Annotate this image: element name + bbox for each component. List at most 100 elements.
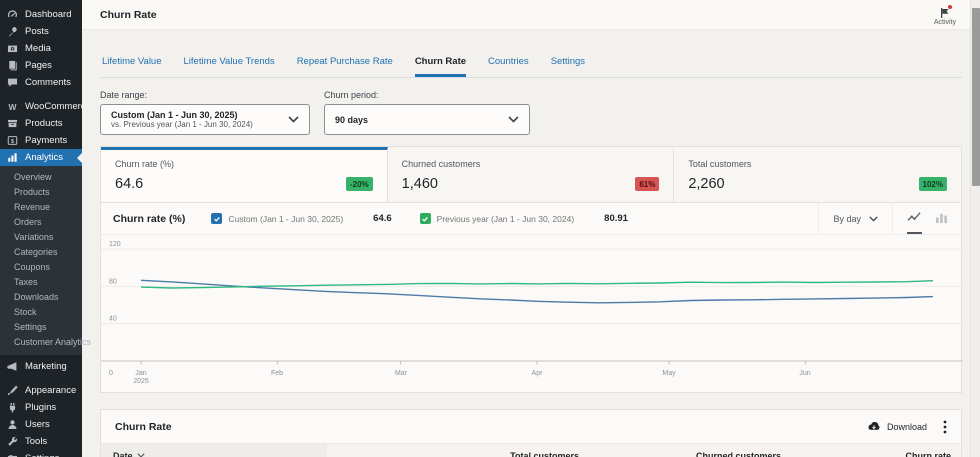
analytics-icon [6,151,19,164]
date-range-select[interactable]: Custom (Jan 1 - Jun 30, 2025) vs. Previo… [100,104,310,135]
chart-type-toggle [892,203,949,234]
chart-plot-area: 40 80 120 0 Jan 2025 Feb Mar Apr May Jun [101,235,963,392]
svg-text:$: $ [11,139,15,145]
tab-lifetime-value[interactable]: Lifetime Value [102,56,162,67]
vertical-scrollbar[interactable] [970,0,980,457]
tools-icon [6,435,19,448]
submenu-item-variations[interactable]: Variations [14,232,54,242]
sidebar-item-users[interactable]: Users [0,416,82,433]
sidebar-item-products[interactable]: Products [0,115,82,132]
kebab-menu-icon[interactable] [943,420,947,434]
submenu-item-overview[interactable]: Overview [14,172,52,182]
admin-sidebar: Dashboard Posts Media Pages Comments W W… [0,0,92,457]
chevron-down-icon [869,215,878,222]
legend-item-previous-year[interactable]: Previous year (Jan 1 - Jun 30, 2024) [419,213,574,224]
sidebar-item-appearance[interactable]: Appearance [0,382,82,399]
sidebar-item-analytics[interactable]: Analytics [0,149,83,166]
sidebar-item-payments[interactable]: $ Payments [0,132,82,149]
svg-text:W: W [9,102,17,112]
submenu-item-stock[interactable]: Stock [14,307,37,317]
sidebar-item-label: WooCommerce [25,101,91,112]
bar-chart-icon[interactable] [934,203,949,234]
submenu-item-downloads[interactable]: Downloads [14,292,59,302]
date-range-group: Date range: Custom (Jan 1 - Jun 30, 2025… [100,90,310,135]
sidebar-item-tools[interactable]: Tools [0,433,82,450]
sidebar-item-label: Media [25,43,51,54]
tile-label: Total customers [688,159,752,169]
sidebar-item-plugins[interactable]: Plugins [0,399,82,416]
churn-period-select[interactable]: 90 days [324,104,530,135]
column-header-churned-customers[interactable]: Churned customers [589,443,791,457]
submenu-item-revenue[interactable]: Revenue [14,202,51,212]
summary-tiles: Churn rate (%) 64.6 -20% Churned custome… [101,147,961,203]
sidebar-item-label: Dashboard [25,9,72,20]
submenu-item-customer-analytics[interactable]: Customer Analytics [14,337,92,347]
line-chart-icon[interactable] [907,203,922,234]
column-header-total-customers[interactable]: Total customers [327,443,589,457]
legend-item-custom[interactable]: Custom (Jan 1 - Jun 30, 2025) [211,213,343,224]
submenu-item-taxes[interactable]: Taxes [14,277,38,287]
page-title: Churn Rate [100,8,157,21]
churn-rate-table-card: Churn Rate Download Date Tota [100,409,962,457]
settings-icon [6,452,19,457]
interval-select[interactable]: By day [818,203,892,234]
submenu-item-coupons[interactable]: Coupons [14,262,51,272]
pages-icon [6,59,19,72]
chevron-down-icon [288,116,299,123]
svg-text:40: 40 [109,316,117,323]
column-header-churn-rate[interactable]: Churn rate [791,443,961,457]
download-button[interactable]: Download [867,421,927,432]
tab-countries[interactable]: Countries [488,56,529,67]
report-content: Lifetime Value Lifetime Value Trends Rep… [82,50,970,457]
comments-icon [6,76,19,89]
interval-label: By day [833,213,861,224]
activity-button[interactable]: Activity [934,4,956,26]
analytics-submenu: Overview Products Revenue Orders Variati… [0,166,92,355]
submenu-item-settings[interactable]: Settings [14,322,47,332]
tile-total-customers[interactable]: Total customers 2,260 102% [674,147,961,202]
users-icon [6,418,19,431]
tile-label: Churn rate (%) [115,159,175,169]
sidebar-item-dashboard[interactable]: Dashboard [0,6,82,23]
sidebar-item-label: Posts [25,26,49,37]
table-header-bar: Churn Rate Download [101,410,961,443]
svg-text:80: 80 [109,278,117,285]
tab-lifetime-value-trends[interactable]: Lifetime Value Trends [183,56,275,67]
sidebar-item-marketing[interactable]: Marketing [0,358,82,375]
date-range-label: Date range: [100,90,148,100]
sidebar-item-woocommerce[interactable]: W WooCommerce [0,98,91,115]
dashboard-icon [6,8,19,21]
woocommerce-icon: W [6,100,19,113]
tab-churn-rate[interactable]: Churn Rate [414,50,467,77]
tile-churned-customers[interactable]: Churned customers 1,460 61% [387,147,675,202]
table-title: Churn Rate [115,420,172,433]
chart-title: Churn rate (%) [113,212,186,225]
column-header-date[interactable]: Date [101,443,327,457]
sidebar-separator [0,91,82,98]
products-icon [6,117,19,130]
sidebar-item-label: Appearance [25,385,77,396]
submenu-item-categories[interactable]: Categories [14,247,58,257]
svg-text:120: 120 [109,241,121,248]
tile-churn-rate[interactable]: Churn rate (%) 64.6 -20% [101,147,388,202]
cloud-download-icon [868,421,880,430]
filters-row: Date range: Custom (Jan 1 - Jun 30, 2025… [100,90,962,135]
sidebar-item-posts[interactable]: Posts [0,23,82,40]
sidebar-item-comments[interactable]: Comments [0,74,82,91]
submenu-item-orders[interactable]: Orders [14,217,42,227]
sidebar-item-label: Marketing [25,361,67,372]
sidebar-item-label: Plugins [25,402,57,413]
submenu-item-products[interactable]: Products [14,187,50,197]
sidebar-item-media[interactable]: Media [0,40,82,57]
tile-value: 2,260 [688,176,725,192]
tab-settings[interactable]: Settings [550,56,586,67]
sidebar-item-settings[interactable]: Settings [0,450,82,457]
payments-icon: $ [6,134,19,147]
sidebar-item-pages[interactable]: Pages [0,57,82,74]
tab-repeat-purchase-rate[interactable]: Repeat Purchase Rate [296,56,393,67]
chart-header: Churn rate (%) Custom (Jan 1 - Jun 30, 2… [101,203,961,235]
pin-icon [6,25,19,38]
sidebar-item-label: Products [25,118,63,129]
scrollbar-thumb[interactable] [972,8,980,186]
